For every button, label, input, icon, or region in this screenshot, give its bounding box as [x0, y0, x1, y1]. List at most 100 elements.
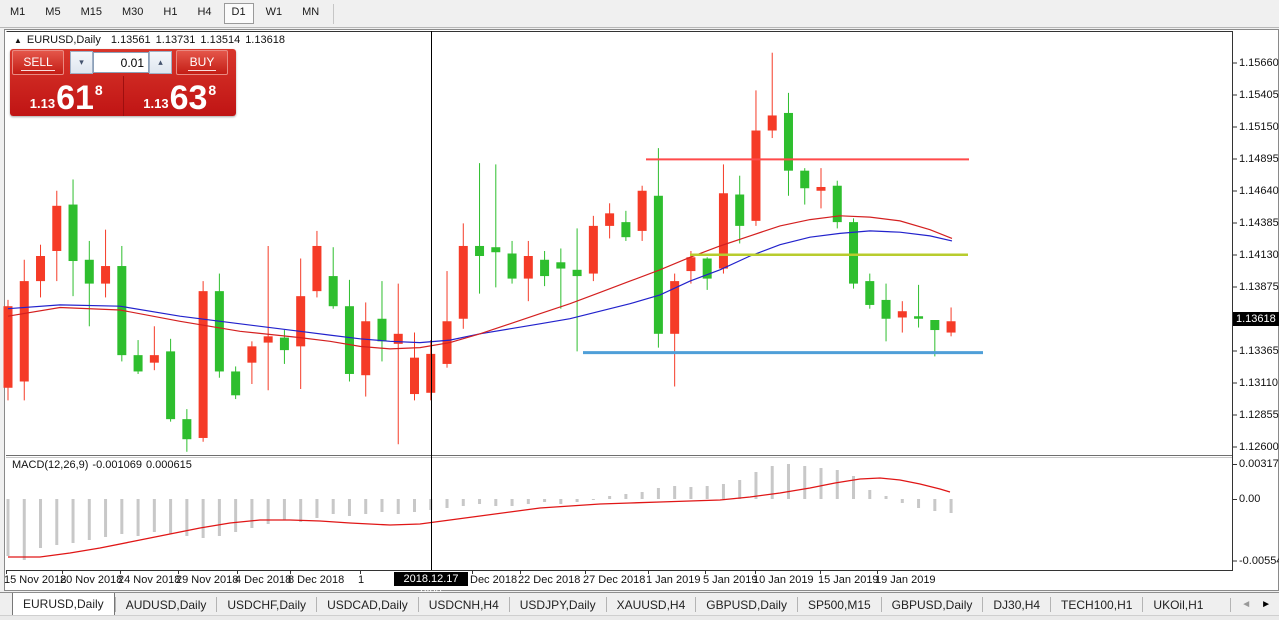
toolbar-separator	[333, 3, 335, 24]
date-tick-label: 10 Jan 2019	[753, 574, 814, 586]
date-tick-label: 22 Dec 2018	[518, 574, 581, 586]
status-bar	[0, 615, 1279, 620]
high-value: 1.13731	[155, 34, 196, 46]
chart-symbol-label: EURUSD,Daily	[26, 34, 101, 46]
tab-eurusd-daily[interactable]: EURUSD,Daily	[12, 593, 115, 616]
close-value: 1.13618	[245, 34, 285, 46]
price-tick-label: 1.15660	[1239, 56, 1279, 69]
macd-tick-label: -0.005543	[1239, 554, 1279, 567]
low-value: 1.13514	[200, 34, 241, 46]
tab-separator	[1142, 597, 1144, 612]
timeframe-button-M30[interactable]: M30	[121, 6, 144, 18]
tab-scroll-controls: ◄ ►	[1230, 593, 1279, 616]
date-tick-label: 27 Dec 2018	[583, 574, 646, 586]
timeframe-button-D1[interactable]: D1	[223, 3, 254, 24]
tab-usdcad-daily[interactable]: USDCAD,Daily	[327, 597, 408, 612]
tab-gbpusd-daily[interactable]: GBPUSD,Daily	[706, 597, 787, 612]
price-tick-label: 1.12855	[1239, 408, 1279, 421]
sell-price-small: 1.13	[29, 96, 56, 111]
buy-price-small: 1.13	[143, 96, 169, 111]
tab-usdchf-daily[interactable]: USDCHF,Daily	[227, 597, 307, 612]
tab-separator	[796, 597, 798, 612]
sell-price-display[interactable]: 1.13 61 8	[10, 76, 124, 116]
collapse-panel-icon[interactable]: ▲	[14, 35, 22, 45]
timeframe-button-M15[interactable]: M15	[80, 6, 102, 18]
chevron-down-icon: ▾	[79, 57, 84, 67]
volume-decrease-button[interactable]: ▾	[70, 51, 93, 74]
timeframe-button-M5[interactable]: M5	[45, 6, 61, 18]
sell-price-big: 61	[56, 79, 94, 118]
chart-tab-bar: EURUSD,Daily AUDUSD,Daily USDCHF,Daily USDC…	[0, 592, 1279, 616]
buy-button-label: BUY	[187, 54, 217, 71]
price-tick-label: 1.14895	[1239, 152, 1279, 165]
sell-button[interactable]: SELL	[12, 50, 64, 75]
date-tick-label: 1 Jan 2019	[646, 574, 701, 586]
tab-xauusd-h4[interactable]: XAUUSD,H4	[616, 597, 686, 612]
price-tick-label: 1.14640	[1239, 184, 1279, 197]
tab-ukoil-h1[interactable]: UKOil,H1	[1153, 597, 1204, 612]
date-tick-label: 20 Nov 2018	[60, 574, 123, 586]
volume-increase-button[interactable]: ▴	[149, 51, 172, 74]
tab-gbpusd-daily[interactable]: GBPUSD,Daily	[891, 597, 973, 612]
date-tick-label: Dec 2018	[470, 574, 518, 586]
tab-separator	[1230, 597, 1232, 612]
macd-tick-label: 0.00	[1239, 493, 1261, 505]
timeframe-button-M1[interactable]: M1	[10, 6, 26, 18]
price-tick-label: 1.13110	[1239, 376, 1278, 389]
date-tick-label: 24 Nov 2018	[118, 574, 181, 586]
buy-button[interactable]: BUY	[176, 50, 228, 75]
tab-separator	[982, 597, 984, 612]
tab-usdjpy-daily[interactable]: USDJPY,Daily	[519, 597, 596, 612]
tab-separator	[114, 597, 116, 612]
date-tick-label: 8 Dec 2018	[288, 574, 345, 586]
tab-dj30-h4[interactable]: DJ30,H4	[993, 597, 1041, 612]
macd-signal-value: 0.000615	[145, 459, 192, 471]
timeframe-button-MN[interactable]: MN	[302, 6, 320, 18]
tab-separator	[605, 597, 607, 612]
price-tick-label: 1.14385	[1239, 216, 1279, 229]
tab-separator	[508, 597, 510, 612]
date-tick-label: 15 Nov 2018	[4, 574, 67, 586]
buy-price-sup: 8	[208, 82, 217, 98]
timeframe-button-H1[interactable]: H1	[163, 6, 178, 18]
timeframe-toolbar: M1 M5 M15 M30 H1 H4 D1 W1 MN	[0, 0, 1279, 28]
tab-audusd-daily[interactable]: AUDUSD,Daily	[125, 597, 207, 612]
price-tick-label: 1.12600	[1239, 440, 1279, 453]
tab-separator	[695, 597, 697, 612]
timeframe-buttons: M1 M5 M15 M30 H1 H4 D1 W1 MN	[0, 3, 329, 24]
price-tick-label: 1.13365	[1239, 344, 1279, 357]
date-tick-label: 19 Jan 2019	[875, 574, 936, 586]
price-tick-label: 1.15150	[1239, 120, 1279, 133]
date-tick-label: 29 Nov 2018	[176, 574, 239, 586]
buy-price-display[interactable]: 1.13 63 8	[124, 76, 237, 116]
date-tick-label: 5 Jan 2019	[703, 574, 758, 586]
buy-price-big: 63	[169, 79, 208, 118]
tab-usdcnh-h4[interactable]: USDCNH,H4	[428, 597, 499, 612]
scroll-right-icon[interactable]: ►	[1261, 599, 1271, 610]
price-tick-label: 1.14130	[1239, 248, 1279, 261]
current-price-tag: 1.13618	[1233, 311, 1279, 326]
timeframe-button-W1[interactable]: W1	[265, 6, 283, 18]
macd-tick-label: 0.003171	[1239, 457, 1279, 470]
volume-input[interactable]	[93, 52, 149, 73]
date-tick-label: 1	[358, 574, 365, 586]
sell-price-sup: 8	[94, 82, 103, 98]
tab-tech100-h1[interactable]: TECH100,H1	[1061, 597, 1133, 612]
tab-separator	[216, 597, 218, 612]
price-tick-label: 1.15405	[1239, 88, 1279, 101]
timeframe-button-H4[interactable]: H4	[197, 6, 212, 18]
tab-separator	[417, 597, 419, 612]
price-tick-label: 1.13875	[1239, 280, 1279, 293]
chevron-up-icon: ▴	[158, 57, 163, 67]
open-value: 1.13561	[110, 34, 151, 46]
tab-separator	[1050, 597, 1052, 612]
macd-main-value: -0.001069	[92, 459, 142, 471]
scroll-left-icon[interactable]: ◄	[1241, 599, 1252, 610]
date-tick-label: 15 Jan 2019	[818, 574, 879, 586]
chart-title: ▲ EURUSD,Daily 1.13561 1.13731 1.13514 1.13…	[14, 34, 285, 46]
tab-sp500-m15[interactable]: SP500,M15	[807, 597, 871, 612]
tab-separator	[880, 597, 882, 612]
macd-name: MACD(12,26,9)	[12, 459, 89, 471]
